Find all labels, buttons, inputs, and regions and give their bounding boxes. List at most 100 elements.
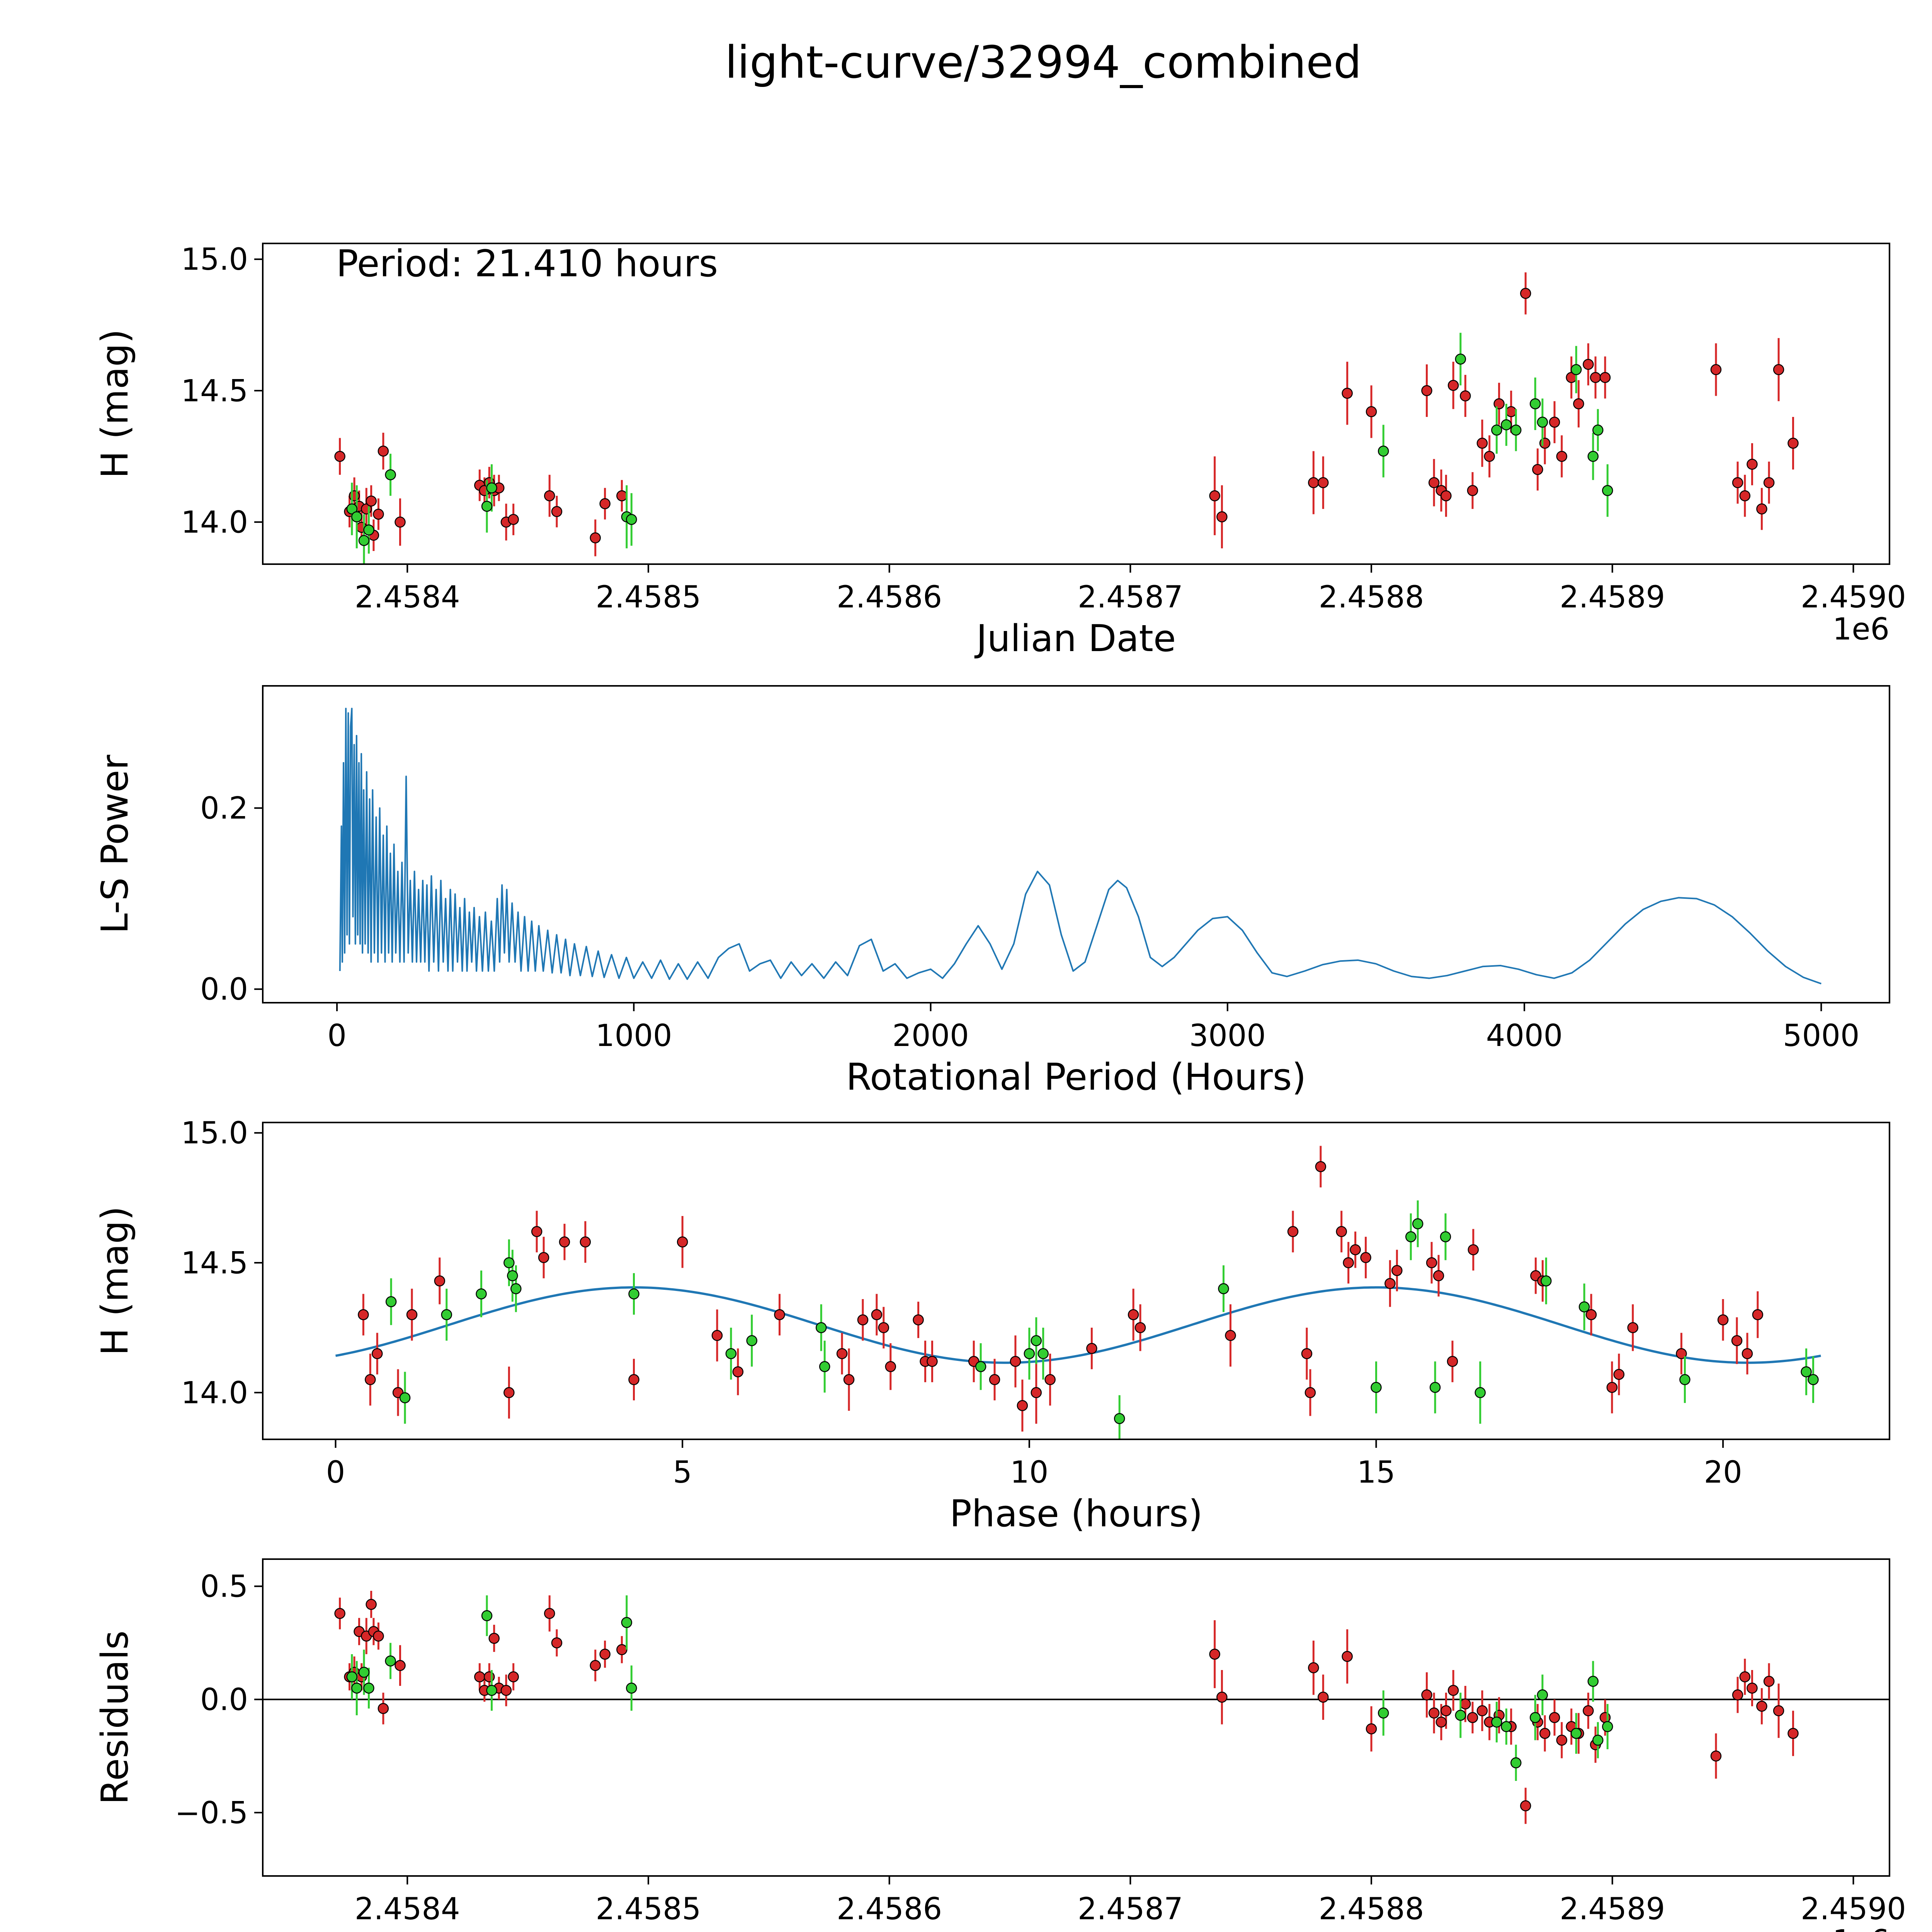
- data-point: [1585, 1309, 1597, 1320]
- data-point: [406, 1309, 418, 1320]
- data-point: [1747, 459, 1758, 470]
- data-point: [1583, 359, 1594, 370]
- data-point: [378, 1703, 389, 1714]
- series-green: [346, 333, 1613, 564]
- panel-lightcurve-jd-data: [334, 272, 1799, 564]
- data-point: [1440, 490, 1452, 502]
- data-point: [1787, 437, 1799, 449]
- data-point: [538, 1252, 549, 1263]
- series-green: [385, 1200, 1819, 1439]
- data-point: [1044, 1374, 1056, 1385]
- data-point: [1491, 1716, 1502, 1728]
- data-point: [1539, 437, 1551, 449]
- data-point: [1556, 1735, 1568, 1746]
- x-tick-label: 2.4587: [1078, 580, 1183, 615]
- y-tick-label: 14.5: [181, 1246, 248, 1281]
- data-point: [346, 503, 358, 515]
- x-tick-label: 2.4586: [837, 580, 942, 615]
- data-point: [1627, 1322, 1638, 1333]
- data-point: [1599, 372, 1611, 383]
- x-tick-label: 20: [1704, 1455, 1742, 1490]
- x-axis-label: Phase (hours): [949, 1493, 1202, 1535]
- data-point: [1318, 477, 1329, 488]
- data-point: [1537, 417, 1548, 428]
- x-tick-label: 2.4585: [595, 1892, 701, 1927]
- data-point: [1599, 1712, 1611, 1723]
- data-point: [1455, 1709, 1466, 1721]
- data-point: [616, 1644, 628, 1655]
- data-point: [626, 514, 637, 525]
- x-tick-label: 2.4587: [1078, 1892, 1183, 1927]
- data-point: [1216, 511, 1228, 522]
- data-point: [434, 1275, 446, 1287]
- data-point: [1763, 1676, 1775, 1687]
- data-point: [1570, 364, 1582, 375]
- data-point: [1583, 1705, 1594, 1716]
- data-point: [385, 469, 396, 480]
- data-point: [1801, 1366, 1812, 1378]
- data-point: [474, 1671, 485, 1682]
- data-point: [544, 1608, 555, 1619]
- y-tick-label: 0.0: [200, 1682, 248, 1717]
- y-tick-label: 0.2: [200, 791, 248, 826]
- data-point: [1505, 406, 1517, 417]
- data-point: [1308, 1662, 1319, 1673]
- x-tick-label: 2.4589: [1560, 580, 1665, 615]
- data-point: [488, 1633, 500, 1644]
- data-point: [626, 1682, 637, 1694]
- data-point: [1010, 1356, 1021, 1367]
- data-point: [878, 1322, 889, 1333]
- data-point: [1426, 1257, 1437, 1269]
- data-point: [1739, 1671, 1751, 1682]
- data-point: [531, 1226, 543, 1237]
- data-point: [1747, 1682, 1758, 1694]
- data-point: [1216, 1692, 1228, 1703]
- data-point: [989, 1374, 1000, 1385]
- data-point: [351, 511, 362, 522]
- data-point: [1128, 1309, 1139, 1320]
- data-point: [481, 501, 493, 512]
- data-point: [378, 446, 389, 457]
- data-point: [500, 1685, 512, 1696]
- data-point: [1710, 1750, 1722, 1762]
- data-point: [1225, 1330, 1236, 1341]
- x-tick-label: 10: [1010, 1455, 1048, 1490]
- data-point: [590, 1660, 601, 1671]
- data-point: [373, 509, 384, 520]
- data-point: [1592, 1735, 1604, 1746]
- data-point: [590, 532, 601, 544]
- data-point: [1756, 1701, 1767, 1712]
- data-point: [815, 1322, 827, 1333]
- data-point: [1613, 1369, 1625, 1380]
- data-point: [1467, 1712, 1478, 1723]
- data-point: [1114, 1413, 1125, 1424]
- x-tick-label: 2.4590: [1801, 1892, 1906, 1927]
- data-point: [621, 1617, 633, 1628]
- data-point: [399, 1392, 411, 1403]
- x-tick-label: 3000: [1189, 1019, 1266, 1053]
- y-tick-label: 14.0: [181, 1376, 248, 1410]
- data-point: [365, 1374, 376, 1385]
- data-point: [1421, 1689, 1432, 1701]
- data-point: [1529, 1712, 1541, 1723]
- fit-curve: [335, 1286, 1821, 1364]
- data-point: [1318, 1692, 1329, 1703]
- data-point: [857, 1314, 869, 1326]
- panel-periodogram-data: [339, 707, 1821, 985]
- data-point: [1510, 424, 1522, 436]
- data-point: [395, 1660, 406, 1671]
- data-point: [1366, 1723, 1377, 1735]
- data-point: [819, 1361, 830, 1372]
- y-axis-label: H (mag): [94, 1206, 136, 1356]
- data-point: [1556, 451, 1568, 462]
- data-point: [1493, 398, 1505, 410]
- data-point: [508, 514, 519, 525]
- data-point: [1732, 477, 1743, 488]
- data-point: [1429, 1382, 1441, 1393]
- data-point: [1739, 490, 1751, 502]
- data-point: [351, 1682, 362, 1694]
- data-point: [1209, 490, 1220, 502]
- x-tick-label: 5: [673, 1455, 692, 1490]
- data-point: [711, 1330, 723, 1341]
